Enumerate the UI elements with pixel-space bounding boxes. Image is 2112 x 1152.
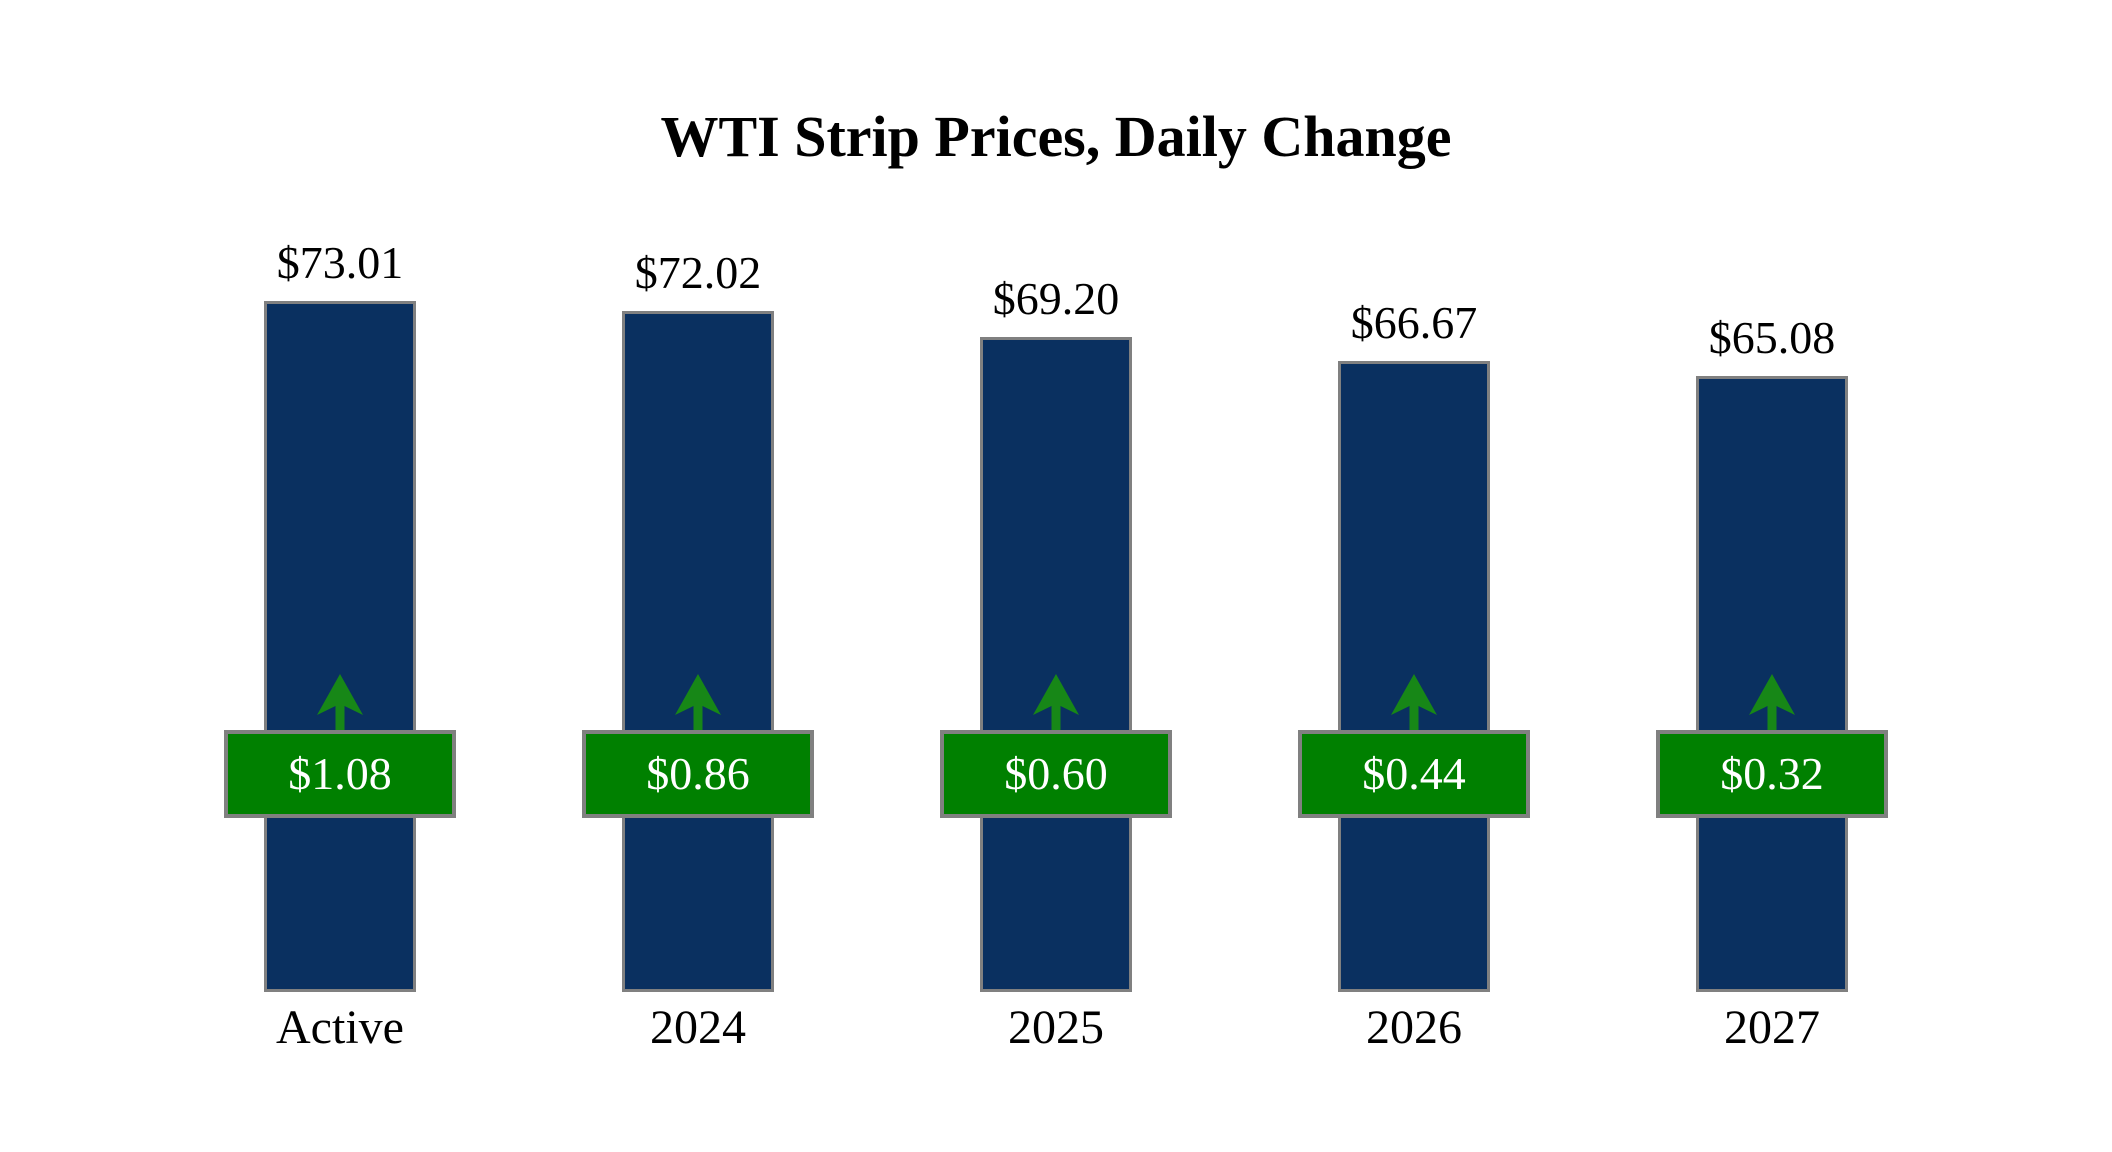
up-arrow-icon — [1749, 674, 1795, 732]
up-arrow-icon — [1391, 674, 1437, 732]
daily-change-label: $0.86 — [646, 748, 750, 799]
price-label: $72.02 — [634, 247, 762, 298]
daily-change-badge: $0.32 — [1656, 730, 1888, 818]
bar-group-active: $73.01 $1.08 Active — [161, 0, 519, 1152]
price-bar — [264, 301, 416, 992]
category-label: 2024 — [650, 1001, 746, 1054]
price-bar — [622, 311, 774, 992]
daily-change-label: $1.08 — [288, 748, 392, 799]
daily-change-label: $0.60 — [1004, 748, 1108, 799]
price-label: $73.01 — [276, 237, 404, 288]
bar-group-2025: $69.20 $0.60 2025 — [877, 0, 1235, 1152]
daily-change-label: $0.44 — [1362, 748, 1466, 799]
chart-title: WTI Strip Prices, Daily Change — [660, 104, 1452, 169]
bar-group-2024: $72.02 $0.86 2024 — [519, 0, 877, 1152]
price-bar — [980, 337, 1132, 992]
price-label: $69.20 — [992, 273, 1120, 324]
price-label: $66.67 — [1350, 297, 1478, 348]
category-label: 2025 — [1008, 1001, 1104, 1054]
up-arrow-icon — [317, 674, 363, 732]
category-label: 2027 — [1724, 1001, 1820, 1054]
price-label: $65.08 — [1708, 312, 1836, 363]
category-label: 2026 — [1366, 1001, 1462, 1054]
daily-change-badge: $0.86 — [582, 730, 814, 818]
up-arrow-icon — [1033, 674, 1079, 732]
daily-change-badge: $1.08 — [224, 730, 456, 818]
bar-group-2027: $65.08 $0.32 2027 — [1593, 0, 1951, 1152]
bar-group-2026: $66.67 $0.44 2026 — [1235, 0, 1593, 1152]
daily-change-badge: $0.44 — [1298, 730, 1530, 818]
daily-change-badge: $0.60 — [940, 730, 1172, 818]
daily-change-label: $0.32 — [1720, 748, 1824, 799]
up-arrow-icon — [675, 674, 721, 732]
category-label: Active — [276, 1001, 404, 1054]
